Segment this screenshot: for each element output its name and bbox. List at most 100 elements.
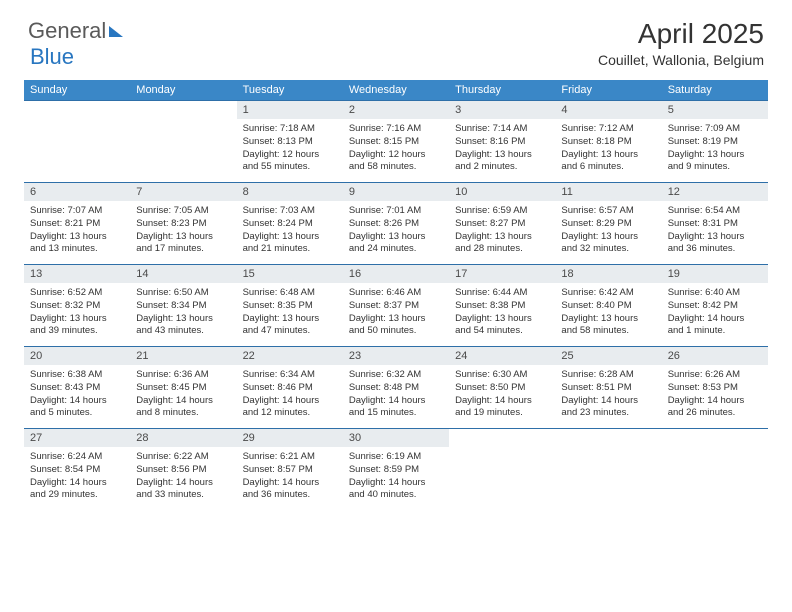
day-number: 8 xyxy=(237,183,343,201)
daylight-line: Daylight: 13 hours and 32 minutes. xyxy=(561,231,638,255)
calendar-day-cell: 26Sunrise: 6:26 AMSunset: 8:53 PMDayligh… xyxy=(662,347,768,429)
sunset-line: Sunset: 8:21 PM xyxy=(30,218,100,229)
sunrise-line: Sunrise: 6:46 AM xyxy=(349,287,421,298)
sunset-line: Sunset: 8:45 PM xyxy=(136,382,206,393)
daylight-line: Daylight: 14 hours and 29 minutes. xyxy=(30,477,107,501)
day-details: Sunrise: 6:42 AMSunset: 8:40 PMDaylight:… xyxy=(555,283,661,340)
day-details: Sunrise: 6:57 AMSunset: 8:29 PMDaylight:… xyxy=(555,201,661,258)
sunrise-line: Sunrise: 6:59 AM xyxy=(455,205,527,216)
sunrise-line: Sunrise: 7:12 AM xyxy=(561,123,633,134)
day-header-wednesday: Wednesday xyxy=(343,80,449,101)
daylight-line: Daylight: 13 hours and 24 minutes. xyxy=(349,231,426,255)
calendar-day-cell: 27Sunrise: 6:24 AMSunset: 8:54 PMDayligh… xyxy=(24,429,130,507)
day-number: 22 xyxy=(237,347,343,365)
daylight-line: Daylight: 14 hours and 26 minutes. xyxy=(668,395,745,419)
day-details: Sunrise: 6:22 AMSunset: 8:56 PMDaylight:… xyxy=(130,447,236,504)
calendar-empty-cell: 0. xyxy=(449,429,555,507)
sunrise-line: Sunrise: 6:50 AM xyxy=(136,287,208,298)
day-number: 15 xyxy=(237,265,343,283)
daylight-line: Daylight: 13 hours and 28 minutes. xyxy=(455,231,532,255)
day-details: Sunrise: 7:14 AMSunset: 8:16 PMDaylight:… xyxy=(449,119,555,176)
day-number: 14 xyxy=(130,265,236,283)
day-number: 3 xyxy=(449,101,555,119)
calendar-day-cell: 20Sunrise: 6:38 AMSunset: 8:43 PMDayligh… xyxy=(24,347,130,429)
day-number: 1 xyxy=(237,101,343,119)
title-block: April 2025 Couillet, Wallonia, Belgium xyxy=(598,18,764,68)
sunset-line: Sunset: 8:48 PM xyxy=(349,382,419,393)
calendar-day-cell: 28Sunrise: 6:22 AMSunset: 8:56 PMDayligh… xyxy=(130,429,236,507)
location-subtitle: Couillet, Wallonia, Belgium xyxy=(598,52,764,68)
day-number: 24 xyxy=(449,347,555,365)
calendar-day-cell: 2Sunrise: 7:16 AMSunset: 8:15 PMDaylight… xyxy=(343,101,449,183)
day-details: Sunrise: 6:19 AMSunset: 8:59 PMDaylight:… xyxy=(343,447,449,504)
daylight-line: Daylight: 13 hours and 6 minutes. xyxy=(561,149,638,173)
calendar-body: 0.0.1Sunrise: 7:18 AMSunset: 8:13 PMDayl… xyxy=(24,101,768,507)
calendar-day-cell: 6Sunrise: 7:07 AMSunset: 8:21 PMDaylight… xyxy=(24,183,130,265)
day-details: Sunrise: 6:21 AM Sunset: 8:57 PM Daylight:… xyxy=(237,447,343,504)
calendar-day-cell: 19Sunrise: 6:40 AMSunset: 8:42 PMDayligh… xyxy=(662,265,768,347)
day-number: 5 xyxy=(662,101,768,119)
sunset-line: Sunset: 8:38 PM xyxy=(455,300,525,311)
daylight-line: Daylight: 13 hours and 39 minutes. xyxy=(30,313,107,337)
day-details: Sunrise: 6:26 AMSunset: 8:53 PMDaylight:… xyxy=(662,365,768,422)
sunrise-line: Sunrise: 6:38 AM xyxy=(30,369,102,380)
daylight-line: Daylight: 13 hours and 58 minutes. xyxy=(561,313,638,337)
sunrise-line: Sunrise: 6:19 AM xyxy=(349,451,421,462)
sunrise-line: Sunrise: 6:48 AM xyxy=(243,287,315,298)
day-number: 18 xyxy=(555,265,661,283)
day-number: 10 xyxy=(449,183,555,201)
sunset-line: Sunset: 8:51 PM xyxy=(561,382,631,393)
calendar-day-cell: 5Sunrise: 7:09 AMSunset: 8:19 PMDaylight… xyxy=(662,101,768,183)
daylight-line: Daylight: 14 hours and 5 minutes. xyxy=(30,395,107,419)
day-details: Sunrise: 6:24 AMSunset: 8:54 PMDaylight:… xyxy=(24,447,130,504)
daylight-line: Daylight: 14 hours and 36 minutes. xyxy=(243,477,320,501)
day-number: 7 xyxy=(130,183,236,201)
daylight-line: Daylight: 13 hours and 17 minutes. xyxy=(136,231,213,255)
sunrise-line: Sunrise: 6:34 AM xyxy=(243,369,315,380)
logo-line2: Blue xyxy=(30,44,74,70)
sunset-line: Sunset: 8:56 PM xyxy=(136,464,206,475)
calendar-day-cell: 9Sunrise: 7:01 AMSunset: 8:26 PMDaylight… xyxy=(343,183,449,265)
calendar-day-cell: 23Sunrise: 6:32 AMSunset: 8:48 PMDayligh… xyxy=(343,347,449,429)
calendar-week-row: 13Sunrise: 6:52 AMSunset: 8:32 PMDayligh… xyxy=(24,265,768,347)
sunrise-line: Sunrise: 6:21 AM xyxy=(243,451,315,462)
calendar-day-cell: 17Sunrise: 6:44 AMSunset: 8:38 PMDayligh… xyxy=(449,265,555,347)
sunrise-line: Sunrise: 6:30 AM xyxy=(455,369,527,380)
calendar-day-cell: 4Sunrise: 7:12 AMSunset: 8:18 PMDaylight… xyxy=(555,101,661,183)
sunrise-line: Sunrise: 6:28 AM xyxy=(561,369,633,380)
sunset-line: Sunset: 8:24 PM xyxy=(243,218,313,229)
day-header-thursday: Thursday xyxy=(449,80,555,101)
day-number: 4 xyxy=(555,101,661,119)
sunset-line: Sunset: 8:53 PM xyxy=(668,382,738,393)
day-details: Sunrise: 6:54 AMSunset: 8:31 PMDaylight:… xyxy=(662,201,768,258)
sunrise-line: Sunrise: 6:24 AM xyxy=(30,451,102,462)
daylight-line: Daylight: 13 hours and 13 minutes. xyxy=(30,231,107,255)
daylight-line: Daylight: 14 hours and 33 minutes. xyxy=(136,477,213,501)
calendar-header-row: SundayMondayTuesdayWednesdayThursdayFrid… xyxy=(24,80,768,101)
logo-text-2: Blue xyxy=(30,44,74,69)
calendar-empty-cell: 0. xyxy=(130,101,236,183)
sunset-line: Sunset: 8:16 PM xyxy=(455,136,525,147)
day-header-monday: Monday xyxy=(130,80,236,101)
day-number: 30 xyxy=(343,429,449,447)
sunrise-line: Sunrise: 7:18 AM xyxy=(243,123,315,134)
sunrise-line: Sunrise: 6:57 AM xyxy=(561,205,633,216)
calendar-empty-cell: 0. xyxy=(662,429,768,507)
day-details: Sunrise: 6:50 AMSunset: 8:34 PMDaylight:… xyxy=(130,283,236,340)
sunset-line: Sunset: 8:15 PM xyxy=(349,136,419,147)
day-details: Sunrise: 7:16 AMSunset: 8:15 PMDaylight:… xyxy=(343,119,449,176)
day-number: 27 xyxy=(24,429,130,447)
calendar-day-cell: 11Sunrise: 6:57 AMSunset: 8:29 PMDayligh… xyxy=(555,183,661,265)
day-number: 2 xyxy=(343,101,449,119)
day-details: Sunrise: 6:30 AMSunset: 8:50 PMDaylight:… xyxy=(449,365,555,422)
day-details: Sunrise: 6:32 AMSunset: 8:48 PMDaylight:… xyxy=(343,365,449,422)
day-details: Sunrise: 7:12 AMSunset: 8:18 PMDaylight:… xyxy=(555,119,661,176)
sunrise-line: Sunrise: 7:16 AM xyxy=(349,123,421,134)
sunset-line: Sunset: 8:57 PM xyxy=(243,464,313,475)
day-details: Sunrise: 6:28 AMSunset: 8:51 PMDaylight:… xyxy=(555,365,661,422)
day-number: 21 xyxy=(130,347,236,365)
sunset-line: Sunset: 8:32 PM xyxy=(30,300,100,311)
calendar-day-cell: 25Sunrise: 6:28 AMSunset: 8:51 PMDayligh… xyxy=(555,347,661,429)
page-title: April 2025 xyxy=(598,18,764,50)
header: General April 2025 Couillet, Wallonia, B… xyxy=(0,0,792,72)
